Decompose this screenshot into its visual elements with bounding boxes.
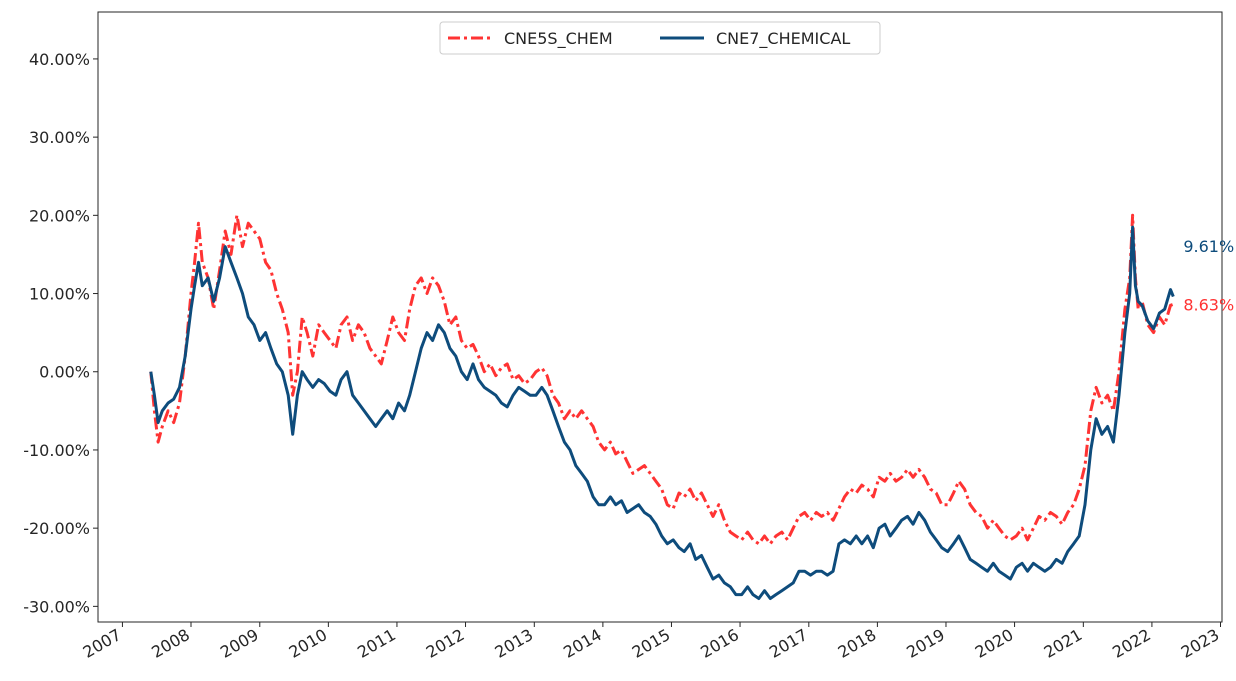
y-tick-label: -10.00%	[23, 441, 90, 460]
y-tick-label: -30.00%	[23, 597, 90, 616]
x-tick-label: 2021	[1041, 625, 1086, 662]
x-tick-label: 2009	[217, 625, 262, 662]
end-label-cne7-chemical: 9.61%	[1183, 237, 1234, 256]
y-tick-label: -20.00%	[23, 519, 90, 538]
series-line-cne7-chemical	[149, 225, 1175, 600]
series-layer	[149, 213, 1175, 600]
y-tick-label: 30.00%	[29, 128, 90, 147]
x-tick-label: 2016	[697, 625, 742, 662]
y-tick-label: 10.00%	[29, 285, 90, 304]
legend: CNE5S_CHEM CNE7_CHEMICAL	[439, 21, 881, 55]
x-tick-label: 2012	[423, 625, 468, 662]
x-tick-label: 2019	[903, 625, 948, 662]
y-tick-label: 0.00%	[39, 363, 90, 382]
x-tick-label: 2018	[835, 625, 880, 662]
legend-label-cne7-chemical: CNE7_CHEMICAL	[716, 29, 850, 49]
x-tick-label: 2011	[354, 625, 399, 662]
x-tick-label: 2013	[492, 625, 537, 662]
x-tick-label: 2023	[1178, 625, 1223, 662]
x-tick-label: 2014	[560, 625, 605, 662]
x-tick-label: 2015	[629, 625, 674, 662]
x-tick-label: 2010	[286, 625, 331, 662]
y-tick-label: 40.00%	[29, 50, 90, 69]
end-labels: 8.63% 9.61%	[1183, 237, 1234, 314]
series-line-cne5s-chem	[149, 213, 1174, 546]
x-tick-label: 2022	[1109, 625, 1154, 662]
x-tick-label: 2017	[766, 625, 811, 662]
y-axis: -30.00% -20.00% -10.00% 0.00% 10.00% 20.00% 30…	[23, 50, 98, 616]
x-axis: 2007 2008 2009 2010 2011 2012 2013 2014 2015 2016…	[80, 622, 1223, 662]
end-label-cne5s-chem: 8.63%	[1183, 295, 1234, 314]
x-tick-label: 2020	[972, 625, 1017, 662]
x-tick-label: 2008	[148, 625, 193, 662]
y-tick-label: 20.00%	[29, 206, 90, 225]
legend-label-cne5s-chem: CNE5S_CHEM	[504, 29, 613, 49]
x-tick-label: 2007	[80, 625, 125, 662]
